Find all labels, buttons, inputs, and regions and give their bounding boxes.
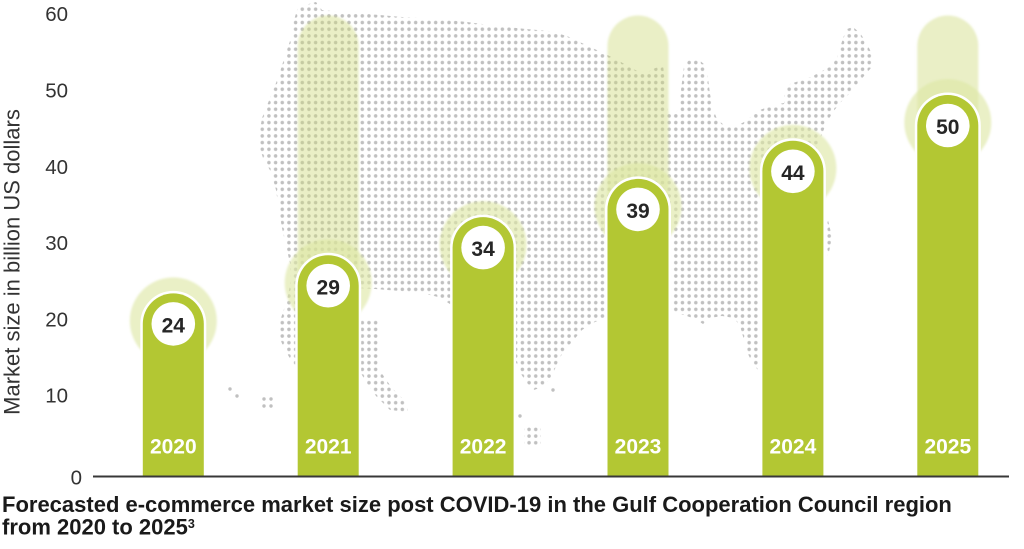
svg-text:44: 44	[781, 162, 805, 185]
svg-text:2025: 2025	[924, 436, 971, 459]
svg-text:50: 50	[936, 116, 959, 139]
svg-text:30: 30	[45, 232, 68, 255]
svg-text:50: 50	[45, 80, 68, 103]
svg-text:2022: 2022	[460, 436, 507, 459]
svg-text:24: 24	[162, 315, 186, 338]
svg-text:2023: 2023	[615, 436, 662, 459]
svg-text:34: 34	[471, 238, 495, 261]
svg-text:39: 39	[626, 200, 649, 223]
svg-text:29: 29	[317, 276, 340, 299]
svg-text:from 2020 to 20253: from 2020 to 20253	[2, 515, 195, 540]
svg-text:60: 60	[45, 3, 68, 26]
svg-text:20: 20	[45, 308, 68, 331]
svg-text:2020: 2020	[150, 436, 197, 459]
svg-text:10: 10	[45, 385, 68, 408]
svg-text:40: 40	[45, 156, 68, 179]
svg-text:2021: 2021	[305, 436, 352, 459]
svg-text:Market size in billion US doll: Market size in billion US dollars	[0, 109, 25, 415]
svg-text:0: 0	[71, 467, 82, 490]
svg-text:Forecasted e-commerce market s: Forecasted e-commerce market size post C…	[2, 492, 952, 517]
svg-text:2024: 2024	[770, 436, 817, 459]
